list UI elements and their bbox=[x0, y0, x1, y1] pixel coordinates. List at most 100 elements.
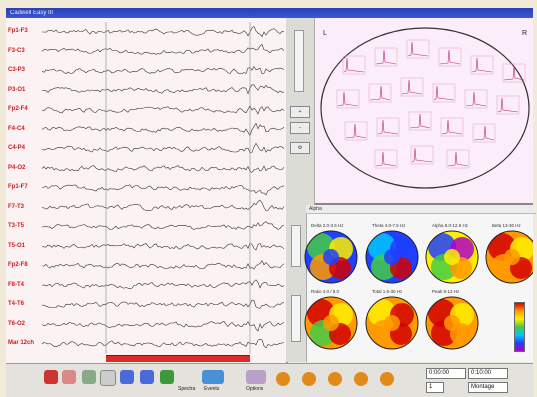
eeg-trace bbox=[41, 66, 285, 74]
print-icon[interactable] bbox=[100, 370, 116, 386]
eeg-trace bbox=[41, 105, 285, 115]
left-marker: L bbox=[323, 30, 327, 37]
eeg-trace bbox=[41, 320, 285, 332]
spectrum-plot bbox=[502, 63, 526, 83]
spectrum-plot bbox=[496, 95, 520, 115]
topomap-toolbar bbox=[286, 205, 307, 362]
channel-label: Fp1-F3 bbox=[8, 28, 28, 34]
topomaps bbox=[304, 230, 533, 350]
eeg-trace bbox=[41, 221, 285, 230]
spectrum-plot bbox=[410, 145, 434, 165]
eeg-trace bbox=[41, 242, 285, 251]
topomap-label: Beta 13-30 Hz bbox=[492, 223, 521, 228]
eeg-trace bbox=[41, 165, 285, 173]
spectrum-plot bbox=[400, 77, 424, 97]
channel-label: T5-O1 bbox=[8, 242, 26, 249]
spectrum-plot bbox=[368, 83, 392, 103]
eeg-trace bbox=[41, 338, 285, 349]
filter-icon[interactable] bbox=[276, 372, 290, 386]
spectrum-plot bbox=[374, 149, 398, 169]
spectrum-plot bbox=[376, 117, 400, 137]
scale-slider[interactable] bbox=[291, 225, 301, 267]
topomap-label: Ratio 4.0 / 8.0 bbox=[311, 289, 340, 294]
gain-slider[interactable] bbox=[294, 30, 304, 92]
zoom-out-button[interactable]: − bbox=[290, 122, 310, 134]
eeg-trace bbox=[41, 299, 285, 309]
spectra-panel: L R bbox=[315, 18, 533, 205]
topomap-head bbox=[485, 230, 533, 284]
spectrum-plot bbox=[472, 123, 496, 143]
channel-label: P3-O1 bbox=[8, 86, 26, 93]
montage-field[interactable]: Montage bbox=[468, 382, 508, 393]
window-title: Cadwell Easy III bbox=[10, 10, 54, 16]
eeg-trace bbox=[41, 122, 285, 136]
spectrum-plot bbox=[438, 47, 462, 67]
color-scale-bar bbox=[514, 302, 525, 352]
chart-icon[interactable] bbox=[82, 370, 96, 384]
rewind-icon[interactable] bbox=[120, 370, 134, 384]
eeg-trace bbox=[41, 199, 285, 212]
spectrum-plot bbox=[406, 39, 430, 59]
channel-label: C3-P3 bbox=[8, 67, 26, 73]
brain-icon[interactable] bbox=[44, 370, 58, 384]
topomap-head bbox=[304, 230, 358, 284]
spectrum-plot bbox=[374, 47, 398, 67]
eeg-trace bbox=[42, 26, 285, 38]
channel-label: F8-T4 bbox=[8, 281, 25, 288]
spectrum-plot bbox=[432, 83, 456, 103]
topomap-head bbox=[365, 296, 419, 350]
spectrum-plot bbox=[440, 117, 464, 137]
forward-icon[interactable] bbox=[140, 370, 154, 384]
channel-label: T3-T5 bbox=[8, 223, 25, 229]
topomap-head bbox=[365, 230, 419, 284]
time-marker-bar[interactable] bbox=[106, 355, 250, 362]
eeg-trace bbox=[41, 44, 285, 55]
events-icon[interactable] bbox=[202, 370, 224, 384]
right-marker: R bbox=[521, 30, 527, 37]
title-bar: Cadwell Easy III bbox=[6, 8, 533, 18]
app-window: Cadwell Easy III Fp1-F3 F3-C3 C3-P3 P3-O1 Fp… bbox=[6, 8, 536, 397]
time-end-field[interactable]: 0:10:00 bbox=[468, 368, 508, 379]
eeg-panel[interactable]: Fp1-F3 F3-C3 C3-P3 P3-O1 Fp2-F4 F4-C4 C4-P4 P4-… bbox=[6, 18, 288, 363]
eeg-trace bbox=[41, 279, 285, 290]
channel-label: T6-O2 bbox=[8, 320, 26, 327]
eeg-traces bbox=[41, 22, 285, 354]
topomap-label: Theta 4.0-7.5 Hz bbox=[372, 223, 406, 228]
channel-label: F7-T3 bbox=[8, 203, 25, 210]
channel-label: C4-P4 bbox=[8, 145, 26, 151]
topomap-label: Alpha 8.0-12.5 Hz bbox=[432, 223, 469, 228]
bottom-toolbar: Spectra Events Options 0:00:00 0:10:00 1… bbox=[6, 363, 533, 397]
spectrum-plot bbox=[446, 149, 470, 169]
spectrum-plot bbox=[336, 89, 360, 109]
spectrum-plot bbox=[470, 55, 494, 75]
settings-button[interactable]: ⚙ bbox=[290, 142, 310, 154]
time-start-field[interactable]: 0:00:00 bbox=[426, 368, 466, 379]
toolbar-label-options[interactable]: Options bbox=[246, 386, 264, 392]
channel-label: T4-T6 bbox=[8, 301, 25, 307]
toolbar-label-events[interactable]: Events bbox=[204, 386, 220, 392]
threshold-slider[interactable] bbox=[291, 295, 301, 342]
topomap-panel: Alpha Delta 2.0-3.5 Hz Theta 4.0-7.5 Hz Al… bbox=[286, 205, 536, 362]
filter-icon[interactable] bbox=[302, 372, 316, 386]
spectrum-plot bbox=[342, 55, 366, 75]
filter-icon[interactable] bbox=[380, 372, 394, 386]
toolbar-label-spectra[interactable]: Spectra bbox=[178, 386, 196, 392]
eeg-trace bbox=[41, 260, 285, 270]
filter-icon[interactable] bbox=[354, 372, 368, 386]
spectrum-plot bbox=[344, 121, 368, 141]
channel-label: Fp2-F8 bbox=[8, 262, 28, 268]
eeg-trace bbox=[41, 184, 285, 196]
channel-label: F3-C3 bbox=[8, 47, 25, 54]
eeg-trace bbox=[41, 142, 285, 153]
head-icon[interactable] bbox=[62, 370, 76, 384]
channel-label: F4-C4 bbox=[8, 125, 25, 132]
filter-icon[interactable] bbox=[328, 372, 342, 386]
channel-label: Fp1-F7 bbox=[8, 184, 28, 190]
vertical-toolbar: + − ⚙ bbox=[286, 18, 315, 208]
spectrum-plot bbox=[408, 111, 432, 131]
page-field[interactable]: 1 bbox=[426, 382, 444, 393]
play-icon[interactable] bbox=[160, 370, 174, 384]
zoom-in-button[interactable]: + bbox=[290, 106, 310, 118]
options-icon[interactable] bbox=[246, 370, 266, 384]
